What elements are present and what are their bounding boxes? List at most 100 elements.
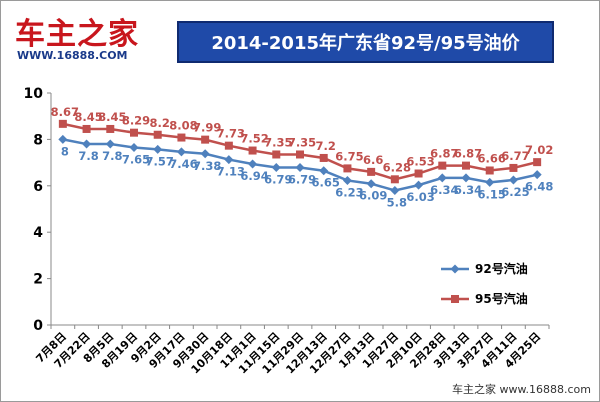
data-point (224, 141, 233, 150)
data-point (82, 124, 91, 133)
data-point (153, 130, 162, 139)
data-point (153, 144, 163, 154)
data-point (508, 175, 518, 185)
data-label: 6.34 (454, 183, 482, 197)
data-label: 6.03 (406, 190, 434, 204)
legend-marker (450, 264, 460, 274)
data-point (248, 146, 257, 155)
legend-label: 95号汽油 (475, 291, 528, 306)
data-label: 6.66 (478, 151, 506, 165)
data-label: 7.8 (102, 149, 122, 163)
data-label: 7.99 (193, 121, 221, 135)
data-label: 6.6 (363, 153, 383, 167)
data-point (58, 134, 68, 144)
data-point (200, 149, 210, 159)
data-label: 8.67 (51, 105, 79, 119)
chart-title: 2014-2015年广东省92号/95号油价 (177, 21, 554, 63)
data-label: 6.75 (335, 149, 363, 163)
y-tick-label: 4 (33, 225, 43, 241)
data-point (532, 170, 542, 180)
data-point (366, 179, 376, 189)
data-label: 6.25 (501, 185, 529, 199)
data-point (390, 185, 400, 195)
data-label: 6.79 (288, 172, 316, 186)
data-point (82, 139, 92, 149)
data-label: 6.48 (525, 180, 553, 194)
data-label: 7.73 (217, 127, 245, 141)
data-label: 6.34 (430, 183, 458, 197)
data-label: 8.29 (122, 114, 150, 128)
data-label: 6.87 (454, 147, 482, 161)
data-point (367, 167, 376, 176)
data-point (295, 162, 305, 172)
data-label: 8.45 (98, 110, 126, 124)
data-point (130, 128, 138, 137)
data-point (105, 139, 115, 149)
data-point (462, 161, 470, 170)
watermark: 车主之家 www.16888.com (452, 383, 591, 396)
data-point (342, 175, 352, 185)
data-label: 8 (61, 144, 69, 158)
data-label: 7.35 (264, 135, 292, 149)
data-point (272, 150, 281, 159)
logo-name: 车主之家 (15, 17, 139, 52)
data-label: 6.94 (240, 169, 268, 183)
data-label: 8.2 (150, 116, 170, 130)
data-point (224, 155, 234, 165)
data-point (177, 133, 186, 142)
data-label: 6.15 (478, 187, 506, 201)
data-point (343, 164, 352, 173)
data-point (438, 161, 447, 170)
data-label: 7.46 (169, 157, 197, 171)
legend-marker (451, 295, 459, 303)
data-point (509, 163, 518, 172)
logo: 车主之家 WWW.16888.COM (15, 9, 175, 69)
data-point (319, 153, 328, 162)
data-point (485, 166, 494, 175)
y-tick-label: 8 (33, 132, 43, 148)
data-label: 7.8 (78, 149, 98, 163)
data-point (58, 119, 67, 128)
data-label: 6.77 (501, 149, 529, 163)
data-point (201, 135, 210, 144)
data-label: 7.52 (240, 132, 268, 146)
data-point (437, 173, 447, 183)
data-point (533, 158, 542, 167)
data-label: 7.02 (525, 143, 553, 157)
data-label: 6.65 (312, 176, 340, 190)
data-point (319, 166, 329, 176)
data-label: 7.35 (288, 135, 316, 149)
data-label: 7.13 (217, 165, 245, 179)
data-label: 6.09 (359, 189, 387, 203)
data-label: 6.79 (264, 172, 292, 186)
data-label: 6.28 (383, 160, 411, 174)
data-point (296, 150, 304, 159)
data-point (414, 169, 423, 178)
data-point (176, 147, 186, 157)
data-label: 7.57 (146, 154, 174, 168)
y-tick-label: 2 (33, 272, 43, 288)
data-label: 8.08 (169, 119, 197, 133)
data-label: 6.23 (335, 185, 363, 199)
data-label: 8.45 (74, 110, 102, 124)
data-point (414, 180, 424, 190)
data-label: 6.53 (406, 155, 434, 169)
logo-url: WWW.16888.COM (17, 49, 128, 62)
data-point (129, 143, 139, 153)
data-point (248, 159, 258, 169)
data-point (390, 175, 399, 184)
y-tick-label: 10 (24, 86, 44, 102)
y-tick-label: 6 (33, 179, 43, 195)
data-point (485, 177, 495, 187)
data-label: 7.2 (316, 139, 336, 153)
data-label: 5.8 (387, 195, 407, 209)
data-label: 6.87 (430, 147, 458, 161)
data-point (106, 124, 115, 133)
legend-label: 92号汽油 (475, 261, 528, 276)
data-label: 7.65 (122, 153, 150, 167)
y-tick-label: 0 (33, 318, 43, 334)
data-label: 7.38 (193, 159, 221, 173)
data-point (271, 162, 281, 172)
